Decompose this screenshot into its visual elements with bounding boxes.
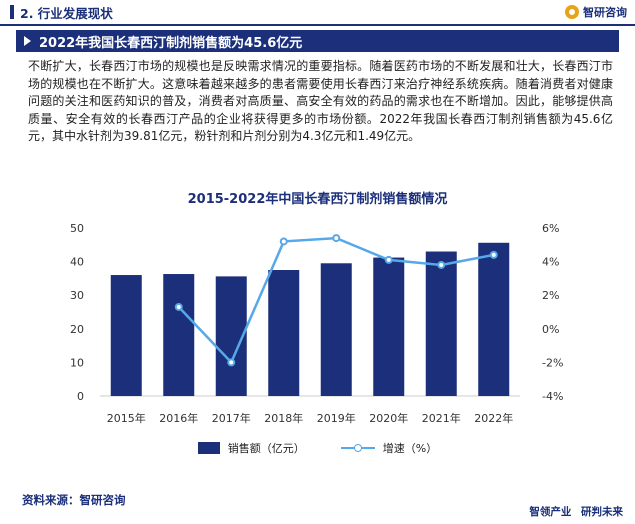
left-axis-tick-label: 40 <box>70 256 84 269</box>
legend-item-sales: 销售额（亿元） <box>197 440 305 456</box>
x-axis-tick-label: 2020年 <box>369 411 408 425</box>
growth-point <box>437 260 446 269</box>
right-axis-tick-label: 6% <box>542 222 559 235</box>
left-axis-tick-label: 50 <box>70 222 84 235</box>
growth-point <box>332 234 341 243</box>
bar-sales <box>163 274 195 396</box>
bar-sales <box>268 270 300 396</box>
x-axis-tick-label: 2018年 <box>264 411 303 425</box>
section-title: 2. 行业发展现状 <box>20 5 113 21</box>
brand-logo-icon <box>565 5 579 19</box>
x-axis-tick-label: 2021年 <box>422 411 461 425</box>
chart-title: 2015-2022年中国长春西汀制剂销售额情况 <box>187 192 448 207</box>
bar-sales <box>110 275 142 396</box>
growth-point <box>227 358 236 367</box>
header-divider <box>0 24 635 26</box>
growth-point <box>279 237 288 246</box>
right-axis-tick-label: 2% <box>542 289 559 302</box>
x-axis-tick-label: 2015年 <box>107 411 146 425</box>
bar-sales <box>320 263 352 396</box>
footer-slogan-left: 智领产业 <box>529 506 572 518</box>
left-axis-tick-label: 30 <box>70 289 84 302</box>
data-source: 资料来源：智研咨询 <box>22 493 126 507</box>
section-header: 2. 行业发展现状 智研咨询 <box>0 0 635 24</box>
footer-brand: 智领产业 研判未来 <box>523 504 623 519</box>
left-axis-tick-label: 20 <box>70 323 84 336</box>
brand-logo-header: 智研咨询 <box>565 4 627 20</box>
headline-banner: 2022年我国长春西汀制剂销售额为45.6亿元 <box>16 30 619 52</box>
growth-point <box>489 250 498 259</box>
x-axis-tick-label: 2016年 <box>159 411 198 425</box>
bar-sales <box>373 257 405 396</box>
banner-arrow-icon <box>24 36 31 46</box>
brand-name: 智研咨询 <box>583 6 627 19</box>
legend-bar-swatch <box>197 442 220 454</box>
chart-legend: 销售额（亿元） 增速（%） <box>0 440 635 456</box>
right-axis-tick-label: 0% <box>542 323 559 336</box>
right-axis-tick-label: -2% <box>542 356 563 369</box>
legend-label-sales: 销售额（亿元） <box>227 442 305 455</box>
x-axis-tick-label: 2019年 <box>317 411 356 425</box>
legend-item-growth: 增速（%） <box>340 440 438 456</box>
left-axis-tick-label: 10 <box>70 356 84 369</box>
body-paragraph: 不断扩大，长春西汀市场的规模也是反映需求情况的重要指标。随着医药市场的不断发展和… <box>28 59 613 143</box>
x-axis-tick-label: 2022年 <box>474 411 513 425</box>
growth-point <box>384 255 393 264</box>
banner-title: 2022年我国长春西汀制剂销售额为45.6亿元 <box>39 35 303 51</box>
x-axis-tick-label: 2017年 <box>212 411 251 425</box>
bar-sales <box>425 251 457 396</box>
section-marker <box>10 5 14 19</box>
right-axis-tick-label: -4% <box>542 390 563 403</box>
legend-line-swatch <box>340 442 375 454</box>
growth-point <box>174 302 183 311</box>
right-axis-tick-label: 4% <box>542 256 559 269</box>
left-axis-tick-label: 0 <box>77 390 84 403</box>
footer-slogan-right: 研判未来 <box>581 506 623 518</box>
bar-sales <box>478 242 510 396</box>
legend-label-growth: 增速（%） <box>382 442 438 455</box>
